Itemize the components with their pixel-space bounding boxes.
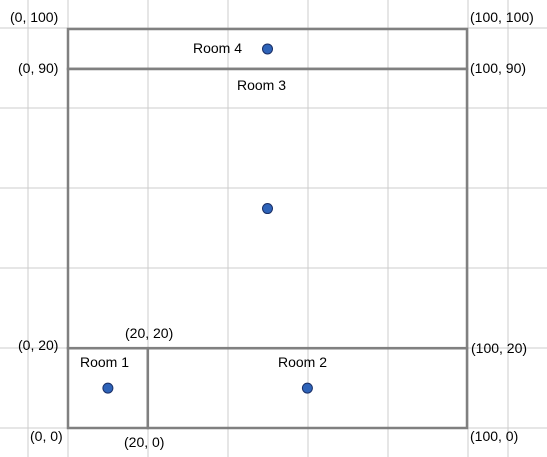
corner-label-100-20: (100, 20): [471, 340, 527, 356]
room-label-3: Room 3: [237, 77, 286, 93]
corner-label-100-90: (100, 90): [470, 60, 526, 76]
corner-label-100-0: (100, 0): [470, 428, 518, 444]
corner-label-0-0: (0, 0): [30, 428, 63, 444]
room-4-point: [262, 43, 273, 55]
corner-label-20-0: (20, 0): [124, 434, 164, 450]
corner-label-0-90: (0, 90): [18, 60, 58, 76]
room-points: [102, 43, 313, 394]
room-3-point: [262, 203, 273, 215]
room-2-point: [301, 382, 313, 394]
corner-label-100-100: (100, 100): [470, 9, 534, 25]
corner-label-0-20: (0, 20): [18, 337, 58, 353]
room-label-4: Room 4: [193, 40, 242, 56]
labels: (0, 100) (100, 100) (0, 90) (100, 90) (2…: [10, 9, 534, 450]
room-walls: [66, 27, 469, 430]
room-4-outline: [66, 27, 469, 71]
corner-label-20-20: (20, 20): [125, 325, 173, 341]
room-1-point: [102, 382, 114, 394]
room-label-1: Room 1: [80, 354, 129, 370]
corner-label-0-100: (0, 100): [10, 9, 58, 25]
room-label-2: Room 2: [278, 354, 327, 370]
